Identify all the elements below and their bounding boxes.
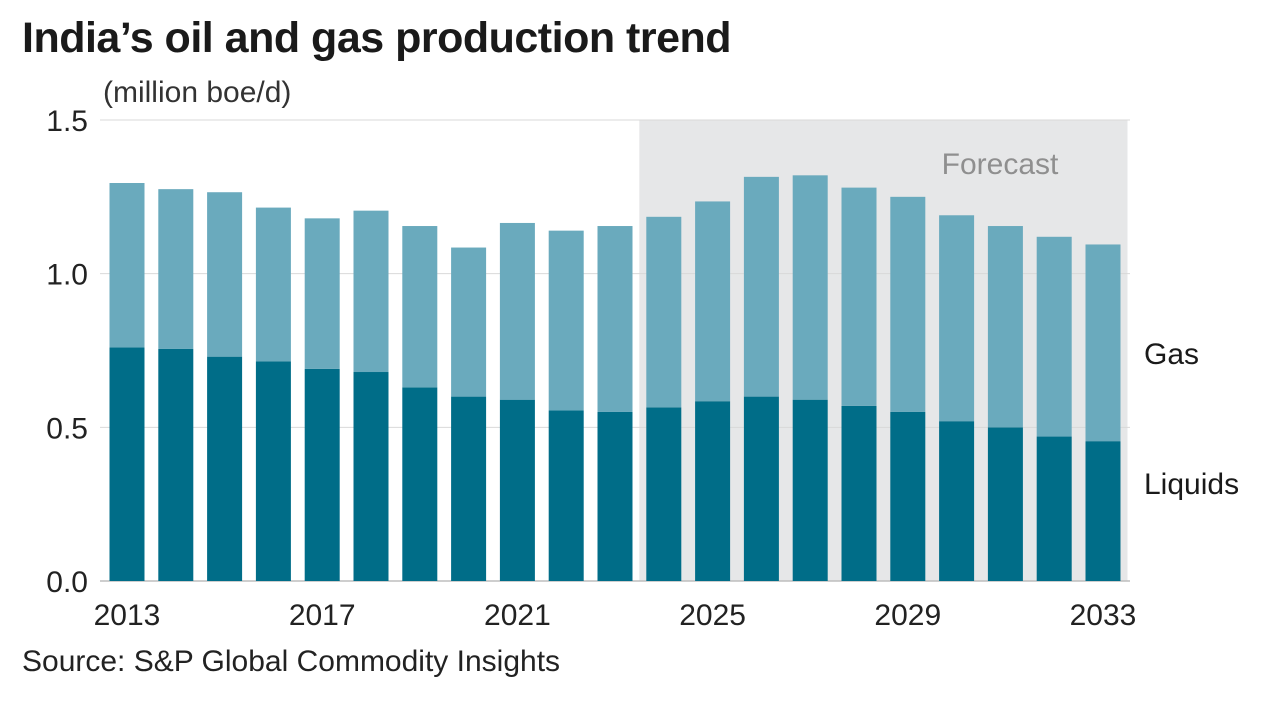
bar-gas-2026 — [743, 176, 779, 397]
bar-liquids-2013 — [109, 347, 145, 581]
bar-gas-2028 — [841, 187, 877, 406]
y-tick-label: 0.5 — [46, 412, 88, 445]
bar-liquids-2023 — [597, 411, 633, 581]
source-note: Source: S&P Global Commodity Insights — [22, 645, 561, 678]
legend-liquids-label: Liquids — [1144, 468, 1239, 501]
bar-liquids-2025 — [695, 401, 731, 581]
bar-gas-2015 — [207, 192, 243, 357]
bar-gas-2033 — [1085, 244, 1121, 442]
bar-liquids-2017 — [304, 368, 340, 581]
bar-liquids-2022 — [548, 410, 584, 581]
bar-gas-2023 — [597, 226, 633, 412]
bar-gas-2031 — [987, 226, 1023, 428]
bar-gas-2030 — [939, 215, 975, 422]
bar-liquids-2027 — [792, 399, 828, 581]
bar-liquids-2014 — [158, 348, 194, 581]
x-tick-label: 2033 — [1070, 599, 1137, 632]
bar-gas-2013 — [109, 183, 145, 348]
x-tick-label: 2029 — [874, 599, 941, 632]
bar-gas-2017 — [304, 218, 340, 369]
bar-liquids-2028 — [841, 405, 877, 581]
bar-gas-2020 — [451, 247, 487, 397]
bar-gas-2024 — [646, 216, 682, 408]
y-tick-label: 1.5 — [46, 105, 88, 138]
bar-gas-2016 — [255, 207, 291, 362]
bar-liquids-2020 — [451, 396, 487, 581]
bar-liquids-2021 — [499, 399, 535, 581]
bar-gas-2019 — [402, 226, 438, 388]
bar-gas-2014 — [158, 189, 194, 349]
bar-liquids-2032 — [1036, 436, 1072, 581]
x-tick-label: 2021 — [484, 599, 551, 632]
bar-gas-2027 — [792, 175, 828, 400]
x-tick-label: 2013 — [94, 599, 161, 632]
bar-liquids-2029 — [890, 411, 926, 581]
bar-liquids-2026 — [743, 396, 779, 581]
y-tick-label: 0.0 — [46, 566, 88, 599]
bar-liquids-2018 — [353, 372, 389, 581]
bar-liquids-2030 — [939, 421, 975, 581]
bar-gas-2021 — [499, 222, 535, 400]
legend-gas-label: Gas — [1144, 338, 1199, 371]
bar-liquids-2033 — [1085, 441, 1121, 581]
y-axis-unit-label: (million boe/d) — [103, 76, 292, 109]
bar-liquids-2024 — [646, 407, 682, 581]
bar-liquids-2016 — [255, 361, 291, 581]
bar-gas-2025 — [695, 201, 731, 402]
y-tick-label: 1.0 — [46, 259, 88, 292]
bar-gas-2032 — [1036, 236, 1072, 437]
bar-gas-2022 — [548, 230, 584, 411]
x-tick-label: 2017 — [289, 599, 356, 632]
bar-liquids-2031 — [987, 427, 1023, 581]
bar-gas-2029 — [890, 196, 926, 412]
bar-liquids-2015 — [207, 356, 243, 581]
bar-liquids-2019 — [402, 387, 438, 581]
forecast-label: Forecast — [942, 148, 1059, 181]
bar-gas-2018 — [353, 210, 389, 373]
chart-title: India’s oil and gas production trend — [22, 14, 732, 62]
x-tick-label: 2025 — [679, 599, 746, 632]
